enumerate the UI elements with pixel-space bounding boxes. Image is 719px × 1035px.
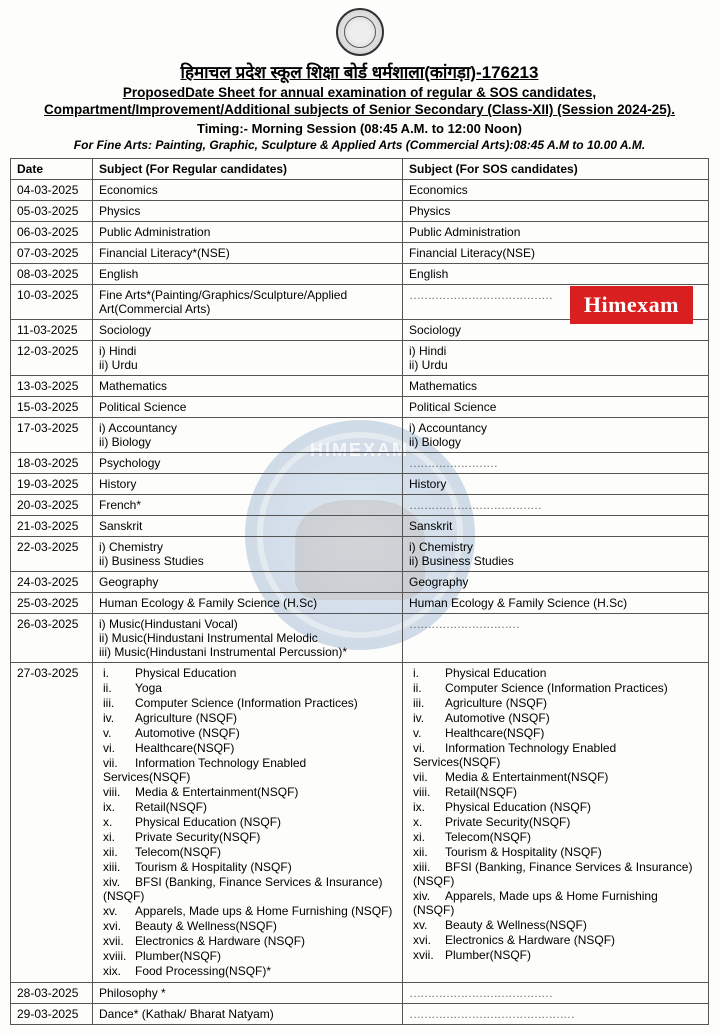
cell-sos-subject: Mathematics xyxy=(403,376,709,397)
cell-date: 24-03-2025 xyxy=(11,572,93,593)
table-row: 07-03-2025Financial Literacy*(NSE)Financ… xyxy=(11,243,709,264)
cell-date: 25-03-2025 xyxy=(11,593,93,614)
cell-regular-subject: Fine Arts*(Painting/Graphics/Sculpture/A… xyxy=(93,285,403,320)
table-row: 20-03-2025French*……………………………… xyxy=(11,495,709,516)
cell-date: 05-03-2025 xyxy=(11,201,93,222)
cell-date: 10-03-2025 xyxy=(11,285,93,320)
table-row: 04-03-2025EconomicsEconomics xyxy=(11,180,709,201)
cell-regular-subject: Geography xyxy=(93,572,403,593)
table-row: 18-03-2025Psychology…………………… xyxy=(11,453,709,474)
table-header-row: Date Subject (For Regular candidates) Su… xyxy=(11,159,709,180)
table-row: 08-03-2025EnglishEnglish xyxy=(11,264,709,285)
cell-date: 28-03-2025 xyxy=(11,983,93,1004)
table-row: 22-03-2025i) Chemistryii) Business Studi… xyxy=(11,537,709,572)
cell-regular-subject: Psychology xyxy=(93,453,403,474)
board-title: हिमाचल प्रदेश स्कूल शिक्षा बोर्ड धर्मशाल… xyxy=(10,60,709,83)
cell-sos-subject: i) Accountancyii) Biology xyxy=(403,418,709,453)
table-row: 19-03-2025HistoryHistory xyxy=(11,474,709,495)
cell-regular-subject: Dance* (Kathak/ Bharat Natyam) xyxy=(93,1004,403,1025)
cell-date: 19-03-2025 xyxy=(11,474,93,495)
table-row: 13-03-2025MathematicsMathematics xyxy=(11,376,709,397)
cell-date: 11-03-2025 xyxy=(11,320,93,341)
cell-regular-subject: i) Hindiii) Urdu xyxy=(93,341,403,376)
cell-regular-subject: Public Administration xyxy=(93,222,403,243)
cell-regular-subject: Human Ecology & Family Science (H.Sc) xyxy=(93,593,403,614)
cell-regular-subject: French* xyxy=(93,495,403,516)
col-date-header: Date xyxy=(11,159,93,180)
heading-rest: Date Sheet for annual examination of reg… xyxy=(185,85,596,100)
cell-regular-subject: Physics xyxy=(93,201,403,222)
cell-regular-subject: Sanskrit xyxy=(93,516,403,537)
timing-line: Timing:- Morning Session (08:45 A.M. to … xyxy=(10,121,709,136)
cell-regular-subject: History xyxy=(93,474,403,495)
table-row: 15-03-2025Political SciencePolitical Sci… xyxy=(11,397,709,418)
cell-sos-subject: Geography xyxy=(403,572,709,593)
cell-sos-subject: i.Physical Educationii.Computer Science … xyxy=(403,663,709,983)
cell-regular-subject: Financial Literacy*(NSE) xyxy=(93,243,403,264)
cell-regular-subject: Philosophy * xyxy=(93,983,403,1004)
cell-sos-subject: …………………… xyxy=(403,453,709,474)
table-row: 05-03-2025PhysicsPhysics xyxy=(11,201,709,222)
col-regular-header: Subject (For Regular candidates) xyxy=(93,159,403,180)
cell-date: 29-03-2025 xyxy=(11,1004,93,1025)
cell-date: 22-03-2025 xyxy=(11,537,93,572)
cell-sos-subject: Economics xyxy=(403,180,709,201)
cell-date: 07-03-2025 xyxy=(11,243,93,264)
cell-sos-subject: English xyxy=(403,264,709,285)
cell-date: 06-03-2025 xyxy=(11,222,93,243)
cell-regular-subject: i) Accountancyii) Biology xyxy=(93,418,403,453)
table-row: 25-03-2025Human Ecology & Family Science… xyxy=(11,593,709,614)
cell-date: 12-03-2025 xyxy=(11,341,93,376)
cell-sos-subject: Financial Literacy(NSE) xyxy=(403,243,709,264)
cell-regular-subject: English xyxy=(93,264,403,285)
cell-sos-subject: History xyxy=(403,474,709,495)
cell-date: 15-03-2025 xyxy=(11,397,93,418)
cell-date: 13-03-2025 xyxy=(11,376,93,397)
cell-sos-subject: i) Chemistryii) Business Studies xyxy=(403,537,709,572)
cell-date: 20-03-2025 xyxy=(11,495,93,516)
cell-sos-subject: Public Administration xyxy=(403,222,709,243)
proposed-label: Proposed xyxy=(123,85,185,100)
cell-date: 04-03-2025 xyxy=(11,180,93,201)
cell-date: 18-03-2025 xyxy=(11,453,93,474)
cell-regular-subject: Sociology xyxy=(93,320,403,341)
himexam-badge: Himexam xyxy=(570,286,693,324)
cell-regular-subject: Political Science xyxy=(93,397,403,418)
table-row: 24-03-2025GeographyGeography xyxy=(11,572,709,593)
cell-sos-subject: Physics xyxy=(403,201,709,222)
table-row: 12-03-2025i) Hindiii) Urdui) Hindiii) Ur… xyxy=(11,341,709,376)
table-row: 06-03-2025Public AdministrationPublic Ad… xyxy=(11,222,709,243)
cell-regular-subject: i) Chemistryii) Business Studies xyxy=(93,537,403,572)
table-row: 21-03-2025SanskritSanskrit xyxy=(11,516,709,537)
cell-date: 08-03-2025 xyxy=(11,264,93,285)
cell-regular-subject: Economics xyxy=(93,180,403,201)
cell-sos-subject: Political Science xyxy=(403,397,709,418)
board-emblem-icon xyxy=(336,8,384,56)
cell-date: 21-03-2025 xyxy=(11,516,93,537)
table-row: 27-03-2025i.Physical Educationii.Yogaiii… xyxy=(11,663,709,983)
fine-arts-note: For Fine Arts: Painting, Graphic, Sculpt… xyxy=(10,138,709,152)
col-sos-header: Subject (For SOS candidates) xyxy=(403,159,709,180)
table-row: 28-03-2025Philosophy *………………………………… xyxy=(11,983,709,1004)
cell-sos-subject: i) Hindiii) Urdu xyxy=(403,341,709,376)
table-row: 26-03-2025i) Music(Hindustani Vocal)ii) … xyxy=(11,614,709,663)
table-row: 29-03-2025Dance* (Kathak/ Bharat Natyam)… xyxy=(11,1004,709,1025)
page: HIMEXAM हिमाचल प्रदेश स्कूल शिक्षा बोर्ड… xyxy=(0,0,719,1035)
datesheet-heading-line2: Compartment/Improvement/Additional subje… xyxy=(10,102,709,117)
cell-sos-subject: ……………………………… xyxy=(403,495,709,516)
cell-sos-subject: Sanskrit xyxy=(403,516,709,537)
cell-sos-subject: Human Ecology & Family Science (H.Sc) xyxy=(403,593,709,614)
cell-date: 17-03-2025 xyxy=(11,418,93,453)
cell-sos-subject: ………………………… xyxy=(403,614,709,663)
datesheet-heading-line1: ProposedDate Sheet for annual examinatio… xyxy=(10,85,709,100)
cell-regular-subject: i) Music(Hindustani Vocal)ii) Music(Hind… xyxy=(93,614,403,663)
cell-sos-subject: ………………………………… xyxy=(403,983,709,1004)
cell-date: 27-03-2025 xyxy=(11,663,93,983)
cell-regular-subject: Mathematics xyxy=(93,376,403,397)
cell-regular-subject: i.Physical Educationii.Yogaiii.Computer … xyxy=(93,663,403,983)
table-row: 17-03-2025i) Accountancyii) Biologyi) Ac… xyxy=(11,418,709,453)
cell-sos-subject: ……………………………………… xyxy=(403,1004,709,1025)
cell-date: 26-03-2025 xyxy=(11,614,93,663)
